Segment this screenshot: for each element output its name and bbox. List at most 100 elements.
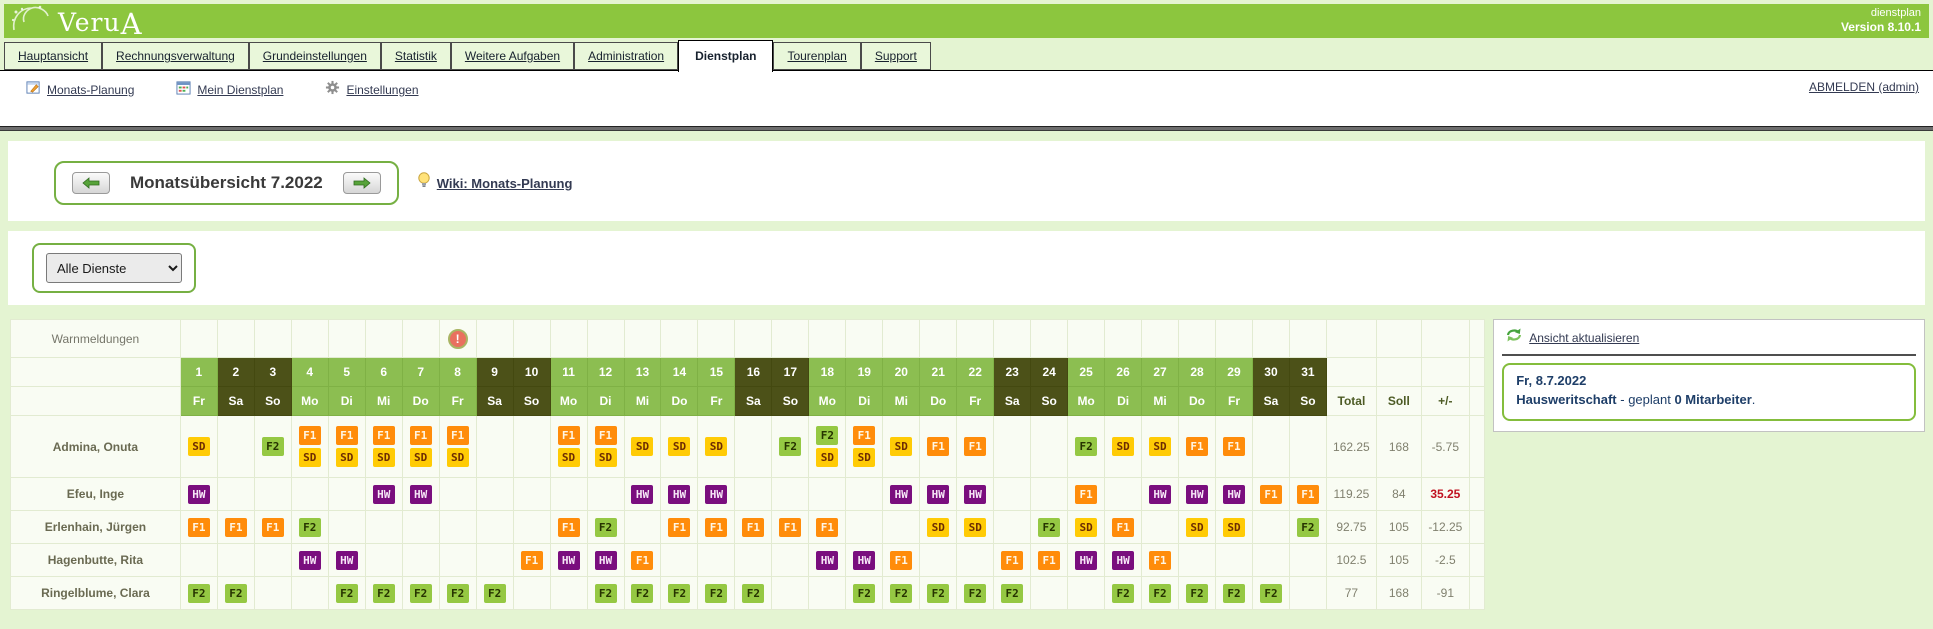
shift-cell-day-15[interactable]: HW — [697, 477, 736, 511]
shift-cell-day-22[interactable]: F2 — [956, 576, 995, 610]
shift-cell-day-6[interactable]: F2 — [364, 576, 403, 610]
shift-cell-day-15[interactable]: SD — [697, 415, 736, 478]
shift-cell-day-20[interactable]: F2 — [882, 576, 921, 610]
shift-badge-F2[interactable]: F2 — [742, 583, 765, 603]
shift-badge-F1[interactable]: F1 — [372, 426, 395, 445]
shift-cell-day-6[interactable]: HW — [364, 477, 403, 511]
shift-badge-SD[interactable]: SD — [816, 448, 839, 467]
shift-badge-HW[interactable]: HW — [1112, 550, 1135, 570]
shift-badge-HW[interactable]: HW — [853, 550, 876, 570]
shift-badge-HW[interactable]: HW — [557, 550, 580, 570]
tab-administration[interactable]: Administration — [574, 42, 679, 70]
shift-badge-F2[interactable]: F2 — [261, 437, 284, 456]
shift-badge-HW[interactable]: HW — [594, 550, 617, 570]
shift-cell-day-19[interactable] — [845, 510, 884, 544]
shift-cell-day-3[interactable] — [253, 576, 292, 610]
shift-cell-day-25[interactable]: HW — [1067, 543, 1106, 577]
shift-badge-F2[interactable]: F2 — [372, 583, 395, 603]
shift-cell-day-8[interactable] — [438, 477, 477, 511]
shift-cell-day-9[interactable] — [475, 415, 514, 478]
shift-cell-day-24[interactable] — [1030, 415, 1069, 478]
shift-cell-day-7[interactable]: F2 — [401, 576, 440, 610]
tab-tourenplan[interactable]: Tourenplan — [773, 42, 861, 70]
shift-cell-day-4[interactable] — [290, 477, 329, 511]
shift-cell-day-20[interactable]: SD — [882, 415, 921, 478]
shift-cell-day-23[interactable] — [993, 510, 1032, 544]
shift-cell-day-9[interactable]: F2 — [475, 576, 514, 610]
shift-cell-day-7[interactable]: HW — [401, 477, 440, 511]
shift-cell-day-10[interactable] — [512, 510, 551, 544]
shift-badge-F2[interactable]: F2 — [187, 583, 210, 603]
shift-badge-F1[interactable]: F1 — [779, 517, 802, 537]
shift-badge-F1[interactable]: F1 — [446, 426, 469, 445]
shift-badge-HW[interactable]: HW — [187, 484, 210, 504]
shift-cell-day-11[interactable]: F1 SD — [549, 415, 588, 478]
shift-cell-day-4[interactable]: F1 SD — [290, 415, 329, 478]
shift-badge-SD[interactable]: SD — [705, 437, 728, 456]
shift-cell-day-11[interactable] — [549, 576, 588, 610]
shift-cell-day-23[interactable]: F2 — [993, 576, 1032, 610]
shift-cell-day-12[interactable]: HW — [586, 543, 625, 577]
shift-cell-day-14[interactable]: SD — [660, 415, 699, 478]
subnav-link-mein-dienstplan[interactable]: Mein Dienstplan — [197, 83, 284, 97]
shift-cell-day-8[interactable]: F1 SD — [438, 415, 477, 478]
shift-cell-day-19[interactable]: F2 — [845, 576, 884, 610]
shift-badge-HW[interactable]: HW — [964, 484, 987, 504]
shift-cell-day-18[interactable]: HW — [808, 543, 847, 577]
subnav-link-monats-planung[interactable]: Monats-Planung — [47, 83, 135, 97]
tab-weitere-aufgaben[interactable]: Weitere Aufgaben — [450, 42, 575, 70]
shift-cell-day-18[interactable]: F2 SD — [808, 415, 847, 478]
shift-cell-day-26[interactable]: HW — [1104, 543, 1143, 577]
shift-cell-day-16[interactable] — [734, 543, 773, 577]
shift-cell-day-13[interactable]: HW — [623, 477, 662, 511]
shift-badge-F1[interactable]: F1 — [1001, 550, 1024, 570]
shift-cell-day-28[interactable] — [1178, 543, 1216, 577]
shift-cell-day-12[interactable] — [586, 477, 625, 511]
shift-cell-day-3[interactable] — [253, 543, 292, 577]
shift-cell-day-3[interactable] — [253, 477, 292, 511]
shift-cell-day-7[interactable] — [401, 543, 440, 577]
shift-cell-day-17[interactable]: F2 — [771, 415, 810, 478]
shift-badge-HW[interactable]: HW — [668, 484, 691, 504]
shift-badge-SD[interactable]: SD — [890, 437, 913, 456]
shift-badge-SD[interactable]: SD — [298, 448, 321, 467]
shift-badge-HW[interactable]: HW — [1222, 484, 1245, 504]
shift-cell-day-20[interactable]: HW — [882, 477, 921, 511]
tab-dienstplan[interactable]: Dienstplan — [678, 40, 774, 72]
shift-cell-day-11[interactable]: HW — [549, 543, 588, 577]
shift-badge-F1[interactable]: F1 — [890, 550, 913, 570]
shift-cell-day-14[interactable]: F2 — [660, 576, 699, 610]
shift-cell-day-30[interactable] — [1251, 415, 1290, 478]
shift-cell-day-22[interactable] — [956, 543, 995, 577]
shift-badge-F2[interactable]: F2 — [298, 517, 321, 537]
shift-badge-F1[interactable]: F1 — [742, 517, 765, 537]
shift-badge-HW[interactable]: HW — [890, 484, 913, 504]
shift-cell-day-5[interactable]: F1 SD — [327, 415, 366, 478]
shift-cell-day-5[interactable]: HW — [327, 543, 366, 577]
shift-cell-day-15[interactable] — [697, 543, 736, 577]
shift-badge-HW[interactable]: HW — [1149, 484, 1172, 504]
shift-cell-day-31[interactable] — [1288, 576, 1327, 610]
shift-cell-day-31[interactable] — [1288, 543, 1327, 577]
shift-badge-HW[interactable]: HW — [1186, 484, 1209, 504]
shift-badge-SD[interactable]: SD — [409, 448, 432, 467]
shift-cell-day-1[interactable] — [179, 543, 218, 577]
shift-badge-SD[interactable]: SD — [1186, 517, 1209, 537]
shift-badge-SD[interactable]: SD — [631, 437, 654, 456]
shift-badge-F2[interactable]: F2 — [779, 437, 802, 456]
shift-cell-day-16[interactable] — [734, 415, 773, 478]
shift-cell-day-5[interactable] — [327, 477, 366, 511]
shift-badge-F2[interactable]: F2 — [483, 583, 506, 603]
shift-badge-F1[interactable]: F1 — [1186, 437, 1209, 456]
shift-cell-day-27[interactable]: F1 — [1141, 543, 1180, 577]
shift-badge-SD[interactable]: SD — [187, 437, 210, 456]
shift-cell-day-2[interactable] — [216, 415, 255, 478]
shift-badge-F1[interactable]: F1 — [705, 517, 728, 537]
shift-badge-SD[interactable]: SD — [1075, 517, 1098, 537]
shift-cell-day-17[interactable] — [771, 576, 810, 610]
shift-cell-day-23[interactable]: F1 — [993, 543, 1032, 577]
shift-cell-day-14[interactable] — [660, 543, 699, 577]
shift-cell-day-28[interactable]: SD — [1178, 510, 1216, 544]
shift-badge-HW[interactable]: HW — [631, 484, 654, 504]
shift-badge-F2[interactable]: F2 — [1112, 583, 1135, 603]
